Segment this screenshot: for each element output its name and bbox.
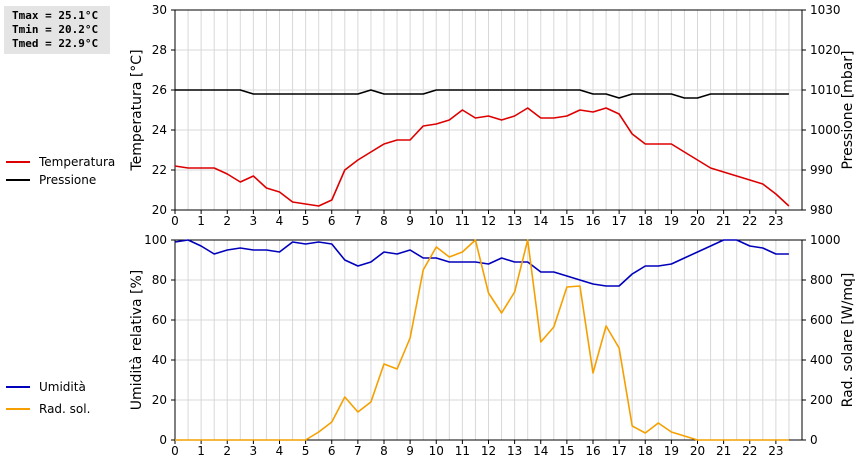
legend-label-temperatura: Temperatura bbox=[38, 155, 115, 169]
series-line-rad-sol bbox=[175, 239, 789, 441]
tmax-text: Tmax = 25.1°C bbox=[12, 9, 99, 22]
x-tick-label: 11 bbox=[455, 214, 470, 228]
x-tick-label: 10 bbox=[429, 214, 444, 228]
x-tick-label: 7 bbox=[354, 444, 362, 458]
y-right-tick-label: 980 bbox=[810, 203, 833, 217]
y-right-axis-title: Pressione [mbar] bbox=[840, 50, 856, 169]
x-tick-label: 1 bbox=[197, 214, 205, 228]
panel-1 bbox=[6, 239, 806, 444]
x-tick-label: 13 bbox=[507, 214, 522, 228]
y-right-axis-title: Rad. solare [W/mq] bbox=[840, 273, 856, 408]
series-line-umidit bbox=[174, 239, 789, 287]
tmed-text: Tmed = 22.9°C bbox=[12, 37, 99, 50]
x-tick-label: 6 bbox=[328, 214, 336, 228]
x-tick-label: 3 bbox=[250, 214, 258, 228]
y-left-axis-title: Temperatura [°C] bbox=[129, 49, 145, 171]
x-tick-label: 4 bbox=[276, 214, 284, 228]
y-right-tick-label: 1030 bbox=[810, 3, 841, 17]
y-left-tick-label: 100 bbox=[144, 233, 167, 247]
x-tick-label: 2 bbox=[223, 214, 231, 228]
x-tick-label: 5 bbox=[302, 214, 310, 228]
x-tick-label: 11 bbox=[455, 444, 470, 458]
y-left-tick-label: 40 bbox=[152, 353, 167, 367]
x-tick-label: 16 bbox=[585, 214, 600, 228]
y-left-tick-label: 26 bbox=[152, 83, 167, 97]
y-left-tick-label: 30 bbox=[152, 3, 167, 17]
x-tick-label: 13 bbox=[507, 444, 522, 458]
legend-label-umidit: Umidità bbox=[39, 380, 86, 394]
x-tick-label: 12 bbox=[481, 214, 496, 228]
x-tick-label: 21 bbox=[716, 214, 731, 228]
y-right-tick-label: 1000 bbox=[810, 233, 841, 247]
y-right-tick-label: 200 bbox=[810, 393, 833, 407]
y-left-axis-title: Umidità relativa [%] bbox=[129, 270, 145, 411]
x-tick-label: 3 bbox=[250, 444, 258, 458]
tmin-text: Tmin = 20.2°C bbox=[12, 23, 99, 36]
y-right-tick-label: 0 bbox=[810, 433, 818, 447]
y-left-tick-label: 22 bbox=[152, 163, 167, 177]
x-tick-label: 4 bbox=[276, 444, 284, 458]
x-tick-label: 8 bbox=[380, 444, 388, 458]
x-tick-label: 14 bbox=[533, 214, 548, 228]
x-tick-label: 17 bbox=[611, 444, 626, 458]
y-left-tick-label: 20 bbox=[152, 203, 167, 217]
x-tick-label: 12 bbox=[481, 444, 496, 458]
stats-box: Tmax = 25.1°C Tmin = 20.2°C Tmed = 22.9°… bbox=[4, 6, 110, 54]
legend-label-rad-sol: Rad. sol. bbox=[39, 402, 90, 416]
y-right-tick-label: 400 bbox=[810, 353, 833, 367]
y-right-tick-label: 800 bbox=[810, 273, 833, 287]
x-tick-label: 10 bbox=[429, 444, 444, 458]
x-tick-label: 9 bbox=[406, 444, 414, 458]
x-tick-label: 18 bbox=[638, 214, 653, 228]
x-tick-label: 14 bbox=[533, 444, 548, 458]
y-left-tick-label: 24 bbox=[152, 123, 167, 137]
x-tick-label: 8 bbox=[380, 214, 388, 228]
x-tick-label: 5 bbox=[302, 444, 310, 458]
x-tick-label: 23 bbox=[768, 214, 783, 228]
x-tick-label: 17 bbox=[611, 214, 626, 228]
x-tick-label: 0 bbox=[171, 214, 179, 228]
x-tick-label: 7 bbox=[354, 214, 362, 228]
y-left-tick-label: 80 bbox=[152, 273, 167, 287]
x-tick-label: 20 bbox=[690, 214, 705, 228]
x-tick-label: 6 bbox=[328, 444, 336, 458]
x-tick-label: 20 bbox=[690, 444, 705, 458]
x-tick-label: 2 bbox=[223, 444, 231, 458]
x-tick-label: 16 bbox=[585, 444, 600, 458]
x-tick-label: 22 bbox=[742, 444, 757, 458]
x-tick-label: 1 bbox=[197, 444, 205, 458]
y-right-tick-label: 990 bbox=[810, 163, 833, 177]
x-tick-label: 0 bbox=[171, 444, 179, 458]
x-tick-label: 19 bbox=[664, 214, 679, 228]
panel-0 bbox=[6, 9, 806, 214]
x-tick-label: 23 bbox=[768, 444, 783, 458]
y-left-tick-label: 20 bbox=[152, 393, 167, 407]
y-right-tick-label: 1010 bbox=[810, 83, 841, 97]
x-tick-label: 19 bbox=[664, 444, 679, 458]
series-line-pressione bbox=[175, 89, 789, 99]
x-tick-label: 9 bbox=[406, 214, 414, 228]
x-tick-label: 15 bbox=[559, 214, 574, 228]
y-left-tick-label: 0 bbox=[159, 433, 167, 447]
legend-label-pressione: Pressione bbox=[39, 173, 96, 187]
x-tick-label: 18 bbox=[638, 444, 653, 458]
x-tick-label: 22 bbox=[742, 214, 757, 228]
y-right-tick-label: 1020 bbox=[810, 43, 841, 57]
series-line-temperatura bbox=[174, 107, 790, 207]
y-left-tick-label: 28 bbox=[152, 43, 167, 57]
y-right-tick-label: 1000 bbox=[810, 123, 841, 137]
x-tick-label: 21 bbox=[716, 444, 731, 458]
y-left-tick-label: 60 bbox=[152, 313, 167, 327]
y-right-tick-label: 600 bbox=[810, 313, 833, 327]
x-tick-label: 15 bbox=[559, 444, 574, 458]
